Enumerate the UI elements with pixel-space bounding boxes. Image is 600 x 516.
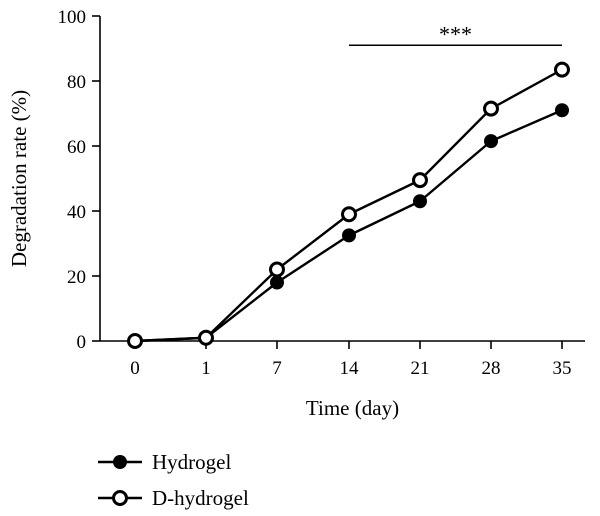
series-layer <box>127 61 570 349</box>
x-tick-label-1: 1 <box>201 358 211 379</box>
axes <box>99 16 585 342</box>
x-tick-label-7: 7 <box>272 358 282 379</box>
y-axis-title: Degradation rate (%) <box>7 90 31 267</box>
point-hydrogel-28 <box>484 134 498 149</box>
legend-label-hydrogel: Hydrogel <box>152 450 231 474</box>
series-line-hydrogel <box>134 109 563 343</box>
significance-label: *** <box>439 21 472 46</box>
point-d-hydrogel-35 <box>554 61 570 78</box>
y-tick-label-20: 20 <box>67 267 86 288</box>
point-hydrogel-21 <box>413 194 427 209</box>
y-tick-label-100: 100 <box>58 7 87 28</box>
y-tick-label-60: 60 <box>67 137 86 158</box>
point-hydrogel-14 <box>342 228 356 243</box>
y-tick-label-0: 0 <box>77 332 87 353</box>
point-d-hydrogel-0 <box>127 333 143 349</box>
x-tick-label-0: 0 <box>130 358 140 379</box>
y-tick-label-40: 40 <box>67 202 86 223</box>
x-tick-label-28: 28 <box>482 358 501 379</box>
point-d-hydrogel-7 <box>269 261 285 278</box>
y-tick-label-80: 80 <box>67 72 86 93</box>
series-d-hydrogel <box>127 61 570 349</box>
x-tick-label-21: 21 <box>411 358 430 379</box>
y-ticks: 0 20 40 60 80 100 <box>58 7 100 353</box>
point-hydrogel-35 <box>555 103 569 118</box>
legend-label-d-hydrogel: D-hydrogel <box>152 486 249 510</box>
series-hydrogel <box>128 103 569 348</box>
point-d-hydrogel-21 <box>412 172 428 189</box>
point-d-hydrogel-14 <box>341 206 357 223</box>
x-tick-label-14: 14 <box>340 358 360 379</box>
legend-marker-d-hydrogel <box>112 490 128 506</box>
annotation-layer: *** <box>349 21 562 46</box>
x-axis-title: Time (day) <box>306 396 399 420</box>
point-d-hydrogel-1 <box>198 329 214 346</box>
legend: Hydrogel D-hydrogel <box>98 450 249 510</box>
x-ticks: 0 1 7 14 21 28 35 <box>130 341 572 379</box>
x-tick-label-35: 35 <box>553 358 572 379</box>
legend-marker-hydrogel <box>113 455 127 469</box>
point-hydrogel-7 <box>270 275 284 290</box>
point-d-hydrogel-28 <box>483 100 499 117</box>
